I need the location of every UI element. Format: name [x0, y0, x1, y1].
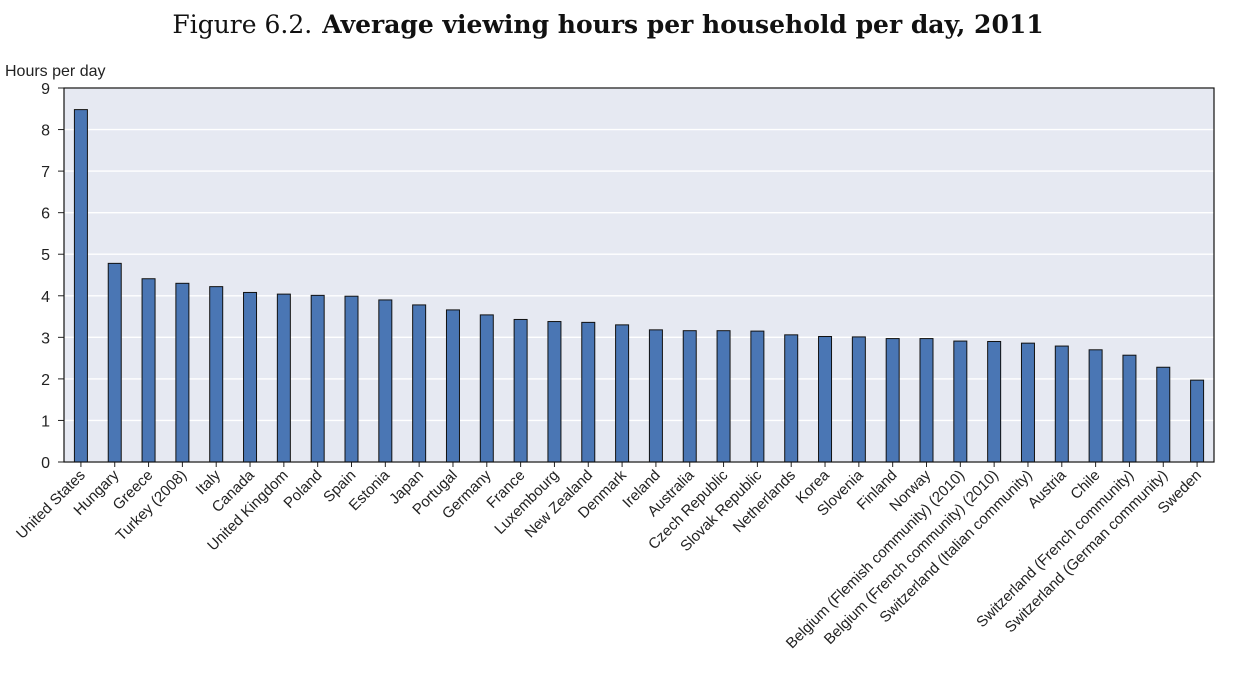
y-axis-label: Hours per day — [5, 63, 106, 80]
y-tick-label: 9 — [41, 81, 50, 98]
bar — [276, 293, 291, 463]
y-tick-label: 1 — [41, 413, 50, 430]
bar — [953, 340, 968, 463]
bar — [479, 314, 494, 463]
bar — [784, 334, 799, 463]
y-tick-label: 7 — [41, 164, 50, 181]
x-tick-label: Poland — [280, 467, 325, 512]
bar — [987, 340, 1002, 463]
plot-area — [64, 88, 1214, 462]
bar — [378, 299, 393, 463]
bar — [1088, 349, 1103, 463]
bar — [716, 330, 731, 463]
bar — [73, 109, 88, 463]
bar — [310, 294, 325, 463]
figure-title: Figure 6.2. Average viewing hours per hou… — [0, 10, 1216, 39]
bar — [1122, 354, 1137, 463]
bar — [851, 336, 866, 463]
bar — [1020, 342, 1035, 463]
bar — [547, 321, 562, 463]
bar — [175, 282, 190, 463]
plot-frame — [63, 87, 1215, 463]
y-tick-label: 2 — [41, 372, 50, 389]
bar — [141, 278, 156, 463]
bar — [1054, 345, 1069, 463]
bar — [885, 338, 900, 463]
y-tick-label: 8 — [41, 123, 50, 140]
bar — [209, 286, 224, 463]
bar — [1156, 366, 1171, 463]
bar — [581, 321, 596, 463]
bar — [243, 291, 258, 463]
y-tick-label: 5 — [41, 247, 50, 264]
y-tick-label: 3 — [41, 330, 50, 347]
bar — [344, 295, 359, 463]
bar — [682, 330, 697, 463]
y-tick-label: 0 — [41, 455, 50, 472]
bar — [818, 336, 833, 463]
figure-number: Figure 6.2. — [172, 10, 313, 39]
figure-title-text: Average viewing hours per household per … — [322, 10, 1044, 39]
y-tick-label: 6 — [41, 206, 50, 223]
bar — [513, 318, 528, 463]
bar — [615, 324, 630, 463]
bar — [919, 338, 934, 463]
x-tick-label: Austria — [1025, 466, 1070, 511]
bar — [445, 309, 460, 463]
y-tick-label: 4 — [41, 289, 50, 306]
bar — [1190, 379, 1205, 463]
bar — [107, 262, 122, 463]
bar — [750, 330, 765, 463]
bar — [412, 304, 427, 463]
bar — [648, 329, 663, 463]
